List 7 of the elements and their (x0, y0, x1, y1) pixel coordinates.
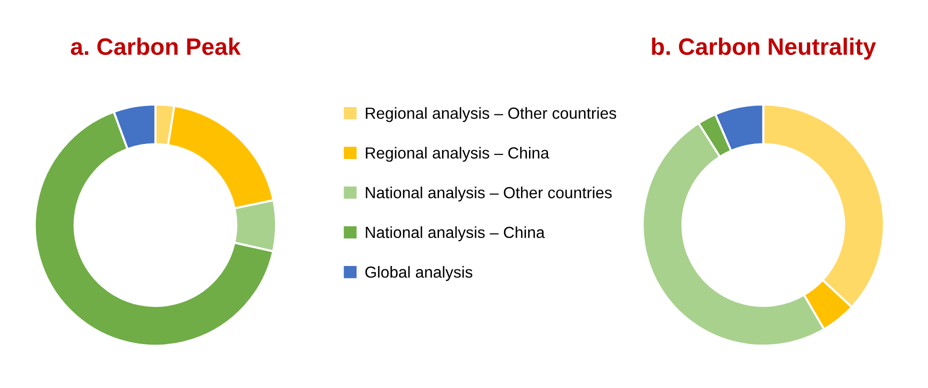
legend-label: Regional analysis – Other countries (366, 107, 616, 122)
legend-label: Regional analysis – China (366, 146, 550, 162)
chart-title: b. Carbon Neutrality (652, 38, 876, 60)
legend-label: National analysis – Other countries (366, 186, 612, 202)
legend-label: Global analysis (365, 266, 472, 281)
legend-label: National analysis – China (366, 226, 545, 242)
chart-title: a. Carbon Peak (70, 38, 241, 56)
